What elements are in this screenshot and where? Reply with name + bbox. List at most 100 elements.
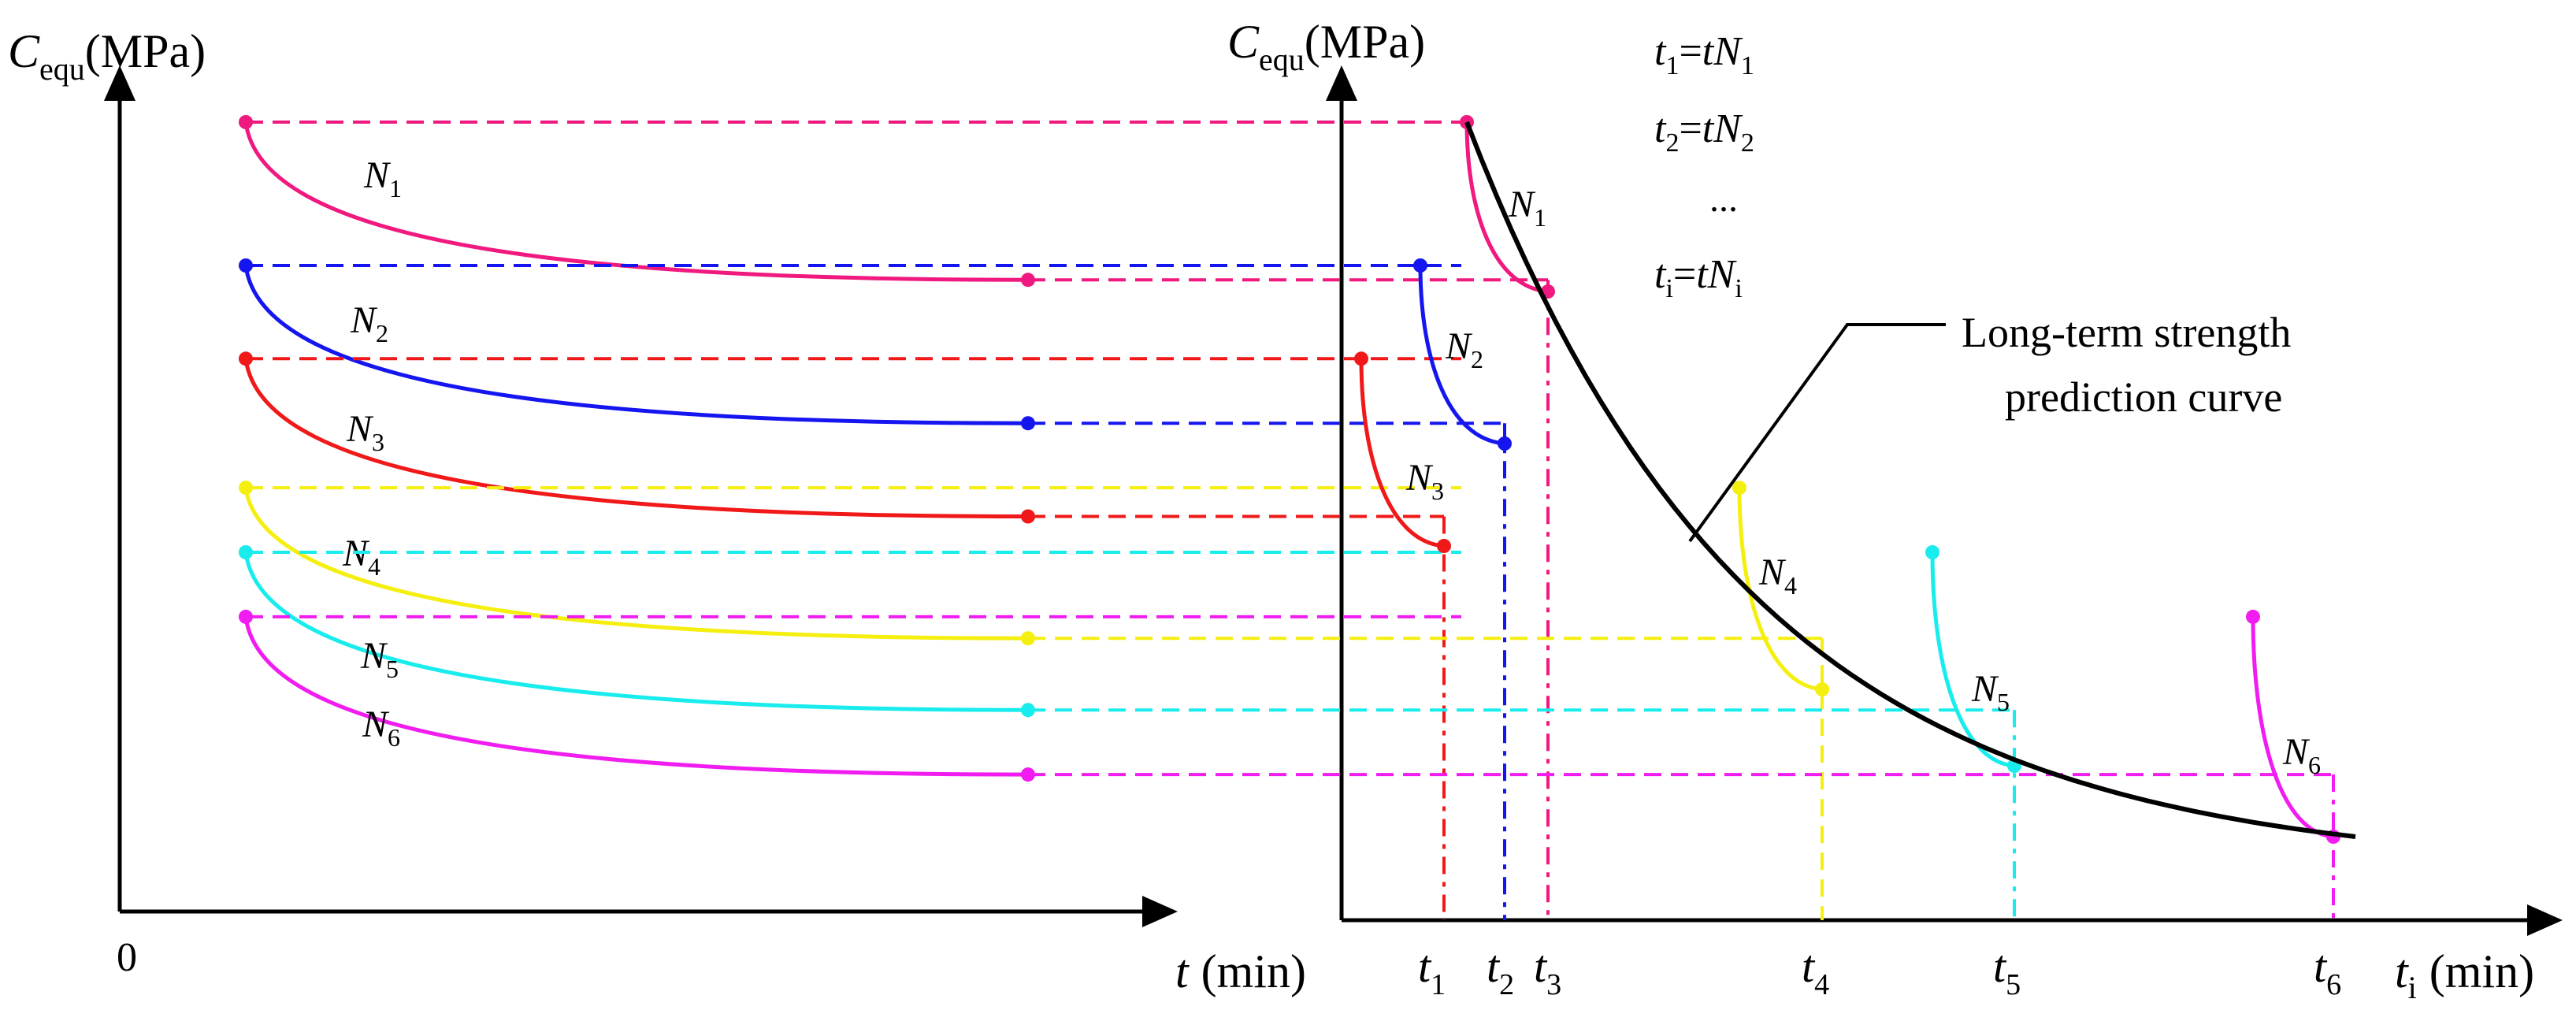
- right-label-sub-N3: 3: [1431, 477, 1444, 505]
- time-tick-sub-3: 3: [1546, 968, 1561, 1001]
- right-curve-N1: [1464, 121, 1549, 294]
- left-start-point-N1: [239, 115, 253, 129]
- right-label-sub-N5: 5: [1997, 688, 2010, 716]
- left-label-main-N6: N: [362, 704, 390, 745]
- time-tick-5: t5: [1993, 941, 2021, 1001]
- right-label-main-N1: N: [1508, 184, 1536, 225]
- right-panel: Cequ(MPa) ti (min) t1=tN1 t2=tN2 ... ti=t…: [1028, 16, 2563, 1005]
- right-label-main-N6: N: [2282, 731, 2311, 773]
- left-label-sub-N1: 1: [389, 174, 402, 202]
- formula-t2: t2=tN2: [1654, 106, 1754, 158]
- right-label-main-N5: N: [1971, 668, 1999, 710]
- right-label-N3: N3: [1405, 457, 1444, 505]
- callout-leader-line: [1688, 323, 1946, 543]
- left-label-main-N2: N: [350, 299, 378, 341]
- left-origin-label: 0: [117, 935, 137, 980]
- left-y-axis-title: Cequ(MPa): [8, 25, 206, 87]
- right-start-point-N4: [1732, 481, 1746, 496]
- left-curve-N6: [243, 616, 1029, 777]
- left-curve-N1: [243, 121, 1029, 282]
- right-label-main-N4: N: [1758, 551, 1787, 593]
- right-curve-N6: [2251, 616, 2334, 839]
- formula-block: t1=tN1 t2=tN2 ... ti=tNi: [1654, 29, 1754, 303]
- left-curve-N2: [243, 265, 1029, 425]
- left-label-sub-N6: 6: [388, 723, 400, 752]
- left-xlabel-unit: (min): [1201, 945, 1306, 997]
- right-xlabel-main: t: [2395, 945, 2409, 997]
- time-tick-sub-4: 4: [1814, 968, 1829, 1001]
- time-tick-main-3: t: [1534, 941, 1548, 992]
- time-tick-sub-6: 6: [2326, 968, 2341, 1001]
- time-tick-1: t1: [1418, 941, 1446, 1001]
- long-term-callout: Long-term strength prediction curve: [1688, 309, 2291, 543]
- right-curve-N2: [1418, 265, 1505, 446]
- left-ylabel-sub: equ: [39, 51, 85, 87]
- right-ylabel-unit: (MPa): [1305, 16, 1425, 68]
- left-x-axis-title: t (min): [1175, 945, 1306, 997]
- right-label-sub-N1: 1: [1534, 203, 1546, 232]
- left-start-point-N5: [239, 545, 253, 559]
- left-start-point-N4: [239, 481, 253, 496]
- left-label-N4: N4: [342, 533, 380, 581]
- right-y-axis-title: Cequ(MPa): [1227, 16, 1425, 77]
- right-label-N6: N6: [2282, 731, 2321, 779]
- left-label-N2: N2: [350, 299, 388, 347]
- time-tick-main-1: t: [1418, 941, 1432, 992]
- right-end-point-N4: [1815, 682, 1829, 696]
- left-label-N6: N6: [362, 704, 400, 752]
- right-start-point-N6: [2246, 609, 2260, 624]
- right-label-sub-N4: 4: [1784, 571, 1797, 600]
- right-end-point-N2: [1498, 436, 1512, 451]
- callout-line-2: prediction curve: [2005, 373, 2282, 421]
- right-label-main-N2: N: [1445, 325, 1473, 367]
- time-tick-2: t2: [1487, 941, 1514, 1001]
- right-end-point-N3: [1437, 539, 1451, 553]
- time-tick-main-4: t: [1802, 941, 1816, 992]
- left-label-main-N3: N: [346, 408, 374, 450]
- left-ylabel-unit: (MPa): [85, 25, 206, 77]
- right-xlabel-unit: (min): [2429, 945, 2534, 997]
- right-label-N2: N2: [1445, 325, 1483, 373]
- left-label-sub-N3: 3: [372, 428, 384, 456]
- right-start-point-N5: [1925, 545, 1939, 559]
- right-label-N1: N1: [1508, 184, 1546, 232]
- left-curve-N3: [243, 358, 1029, 518]
- long-term-strength-curve: [1464, 121, 2356, 839]
- left-curve-N4: [243, 487, 1029, 641]
- right-label-sub-N6: 6: [2308, 751, 2321, 779]
- left-label-sub-N5: 5: [386, 655, 399, 683]
- right-start-point-N3: [1354, 351, 1368, 366]
- formula-ti: ti=tNi: [1654, 252, 1743, 303]
- right-x-axis-title: ti (min): [2395, 945, 2534, 1005]
- time-tick-4: t4: [1802, 941, 1829, 1001]
- left-label-main-N5: N: [360, 635, 388, 677]
- time-tick-sub-2: 2: [1499, 968, 1514, 1001]
- time-tick-main-6: t: [2314, 941, 2328, 992]
- callout-line-1: Long-term strength: [1962, 309, 2291, 356]
- left-label-N3: N3: [346, 408, 384, 456]
- right-label-main-N3: N: [1405, 457, 1434, 499]
- formula-t1: t1=tN1: [1654, 29, 1754, 80]
- left-start-point-N2: [239, 258, 253, 273]
- right-xlabel-sub: i: [2408, 970, 2417, 1005]
- time-tick-main-2: t: [1487, 941, 1501, 992]
- left-curve-N5: [243, 551, 1029, 712]
- left-label-N5: N5: [360, 635, 399, 683]
- right-label-N4: N4: [1758, 551, 1797, 600]
- time-tick-3: t3: [1534, 941, 1561, 1001]
- left-xlabel-main: t: [1175, 945, 1190, 997]
- left-ylabel-main: C: [8, 25, 40, 77]
- left-start-point-N3: [239, 351, 253, 366]
- right-label-sub-N2: 2: [1471, 345, 1483, 373]
- right-curve-N3: [1359, 358, 1445, 548]
- time-tick-sub-5: 5: [2006, 968, 2021, 1001]
- left-label-N1: N1: [363, 154, 402, 202]
- right-ylabel-main: C: [1227, 16, 1260, 68]
- right-ylabel-sub: equ: [1259, 42, 1305, 77]
- right-drop-lines: [1028, 278, 2335, 920]
- left-start-point-N6: [239, 609, 253, 624]
- formula-ellipsis: ...: [1709, 178, 1738, 220]
